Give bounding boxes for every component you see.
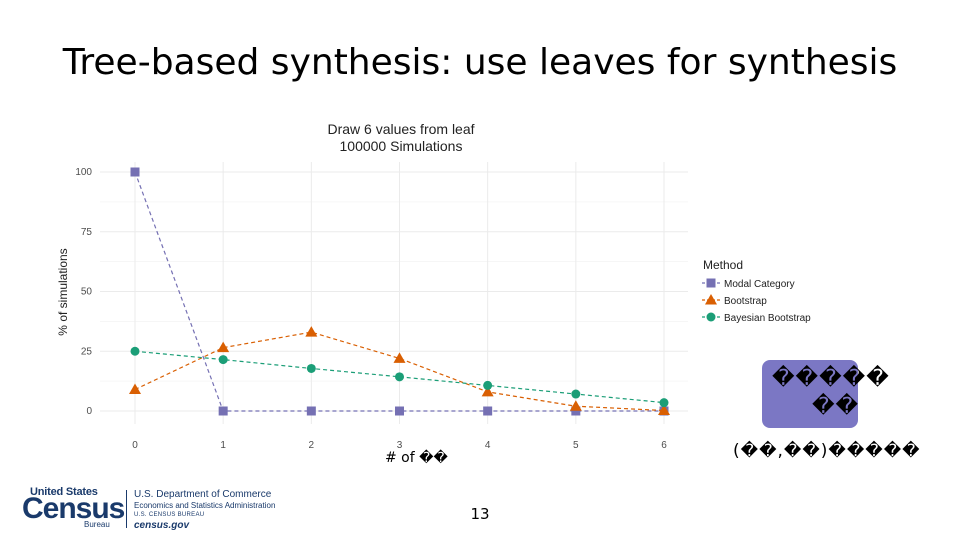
y-tick-label: 0 [86,406,92,417]
logo-divider [126,490,127,528]
plot-panel [100,162,688,424]
modal-category-point [571,406,581,416]
bootstrap-point [305,326,318,337]
logo-top-text: United States [30,486,98,498]
y-tick-labels: 0 25 50 75 100 [75,167,92,417]
x-tick-label: 3 [397,440,403,451]
x-tick-label: 1 [220,440,226,451]
census-logo: United States Census Bureau [22,486,125,530]
legend-title: Method [703,258,743,272]
dept-line-2: Economics and Statistics Administration [134,501,276,510]
modal-category-point [306,406,316,416]
dept-line-4: census.gov [134,520,190,531]
legend-key-marker-bayesian-bootstrap [706,312,716,322]
department-block: U.S. Department of Commerce Economics an… [134,489,304,532]
x-tick-label: 0 [132,440,138,451]
annotation-line-2: �� [812,394,860,419]
logo-main-text: Census [22,492,125,525]
x-tick-labels: 0 1 2 3 4 5 6 [132,440,667,451]
bayesian-bootstrap-point [218,355,228,365]
annotation-text: ����� �� [772,365,890,421]
chart-subtitle: 100000 Simulations [340,138,463,154]
bootstrap-point [129,383,141,394]
bootstrap-point [569,400,582,411]
bayesian-bootstrap-point [130,346,140,356]
chart-title: Draw 6 values from leaf [327,121,474,137]
formula-text: (��,��)����� [733,441,921,461]
data-series [129,167,670,416]
legend-label-bootstrap: Bootstrap [724,296,767,307]
y-axis-label: % of simulations [56,248,70,335]
y-tick-label: 50 [81,287,93,298]
dept-line-3: U.S. CENSUS BUREAU [134,512,205,518]
annotation-box [762,360,858,428]
modal-category-point [395,406,404,416]
bootstrap-point [393,352,406,363]
x-tick-label: 5 [573,440,579,451]
y-tick-label: 75 [81,227,93,238]
bayesian-bootstrap-point [659,398,669,408]
bootstrap-point [217,341,230,353]
annotation-line-1: ����� [772,366,890,391]
modal-category-point [483,406,493,416]
bayesian-bootstrap-point [306,363,316,373]
bootstrap-point [481,385,494,397]
modal-category-point [130,167,140,177]
slide-title: Tree-based synthesis: use leaves for syn… [62,42,898,83]
legend-label-modal-category: Modal Category [724,279,795,290]
x-axis-label: # of �� [385,450,448,466]
bayesian-bootstrap-point [395,372,404,382]
x-tick-label: 2 [309,440,315,451]
grid-lines [100,162,688,424]
page-number: 13 [470,505,490,523]
modal-category-point [218,406,228,416]
logo-sub-text: Bureau [84,520,110,529]
dept-line-1: U.S. Department of Commerce [134,489,272,500]
y-tick-label: 25 [81,346,93,357]
x-tick-label: 4 [485,440,491,451]
bayesian-bootstrap-point [571,389,581,399]
legend: Modal Category Bootstrap Bayesian Bootstra… [702,278,811,324]
legend-label-bayesian-bootstrap: Bayesian Bootstrap [724,313,811,324]
y-tick-label: 100 [75,167,92,178]
legend-key-marker-modal-category [706,278,716,288]
legend-key-marker-bootstrap [705,294,717,305]
x-tick-label: 6 [661,440,667,451]
bayesian-bootstrap-point [483,380,493,390]
bootstrap-point [658,404,670,416]
